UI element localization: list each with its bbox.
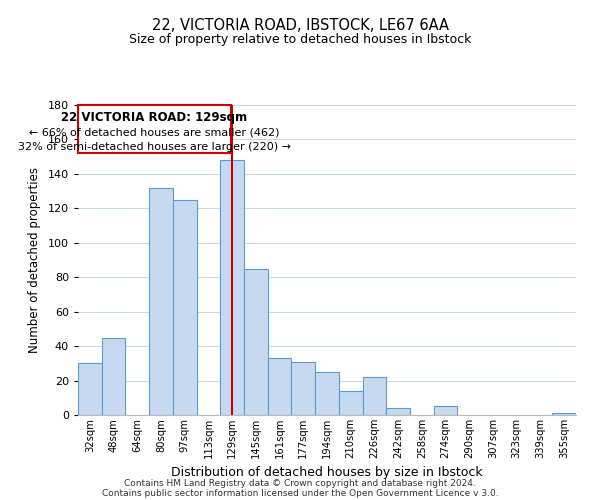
X-axis label: Distribution of detached houses by size in Ibstock: Distribution of detached houses by size … <box>171 466 483 479</box>
Text: 32% of semi-detached houses are larger (220) →: 32% of semi-detached houses are larger (… <box>18 142 291 152</box>
Text: Contains public sector information licensed under the Open Government Licence v : Contains public sector information licen… <box>101 488 499 498</box>
Bar <box>268 358 292 415</box>
Bar <box>315 372 339 415</box>
Bar <box>78 364 102 415</box>
Bar <box>173 200 197 415</box>
Bar <box>552 414 576 415</box>
Text: 22, VICTORIA ROAD, IBSTOCK, LE67 6AA: 22, VICTORIA ROAD, IBSTOCK, LE67 6AA <box>151 18 449 32</box>
FancyBboxPatch shape <box>78 105 231 153</box>
Bar <box>220 160 244 415</box>
Bar <box>102 338 125 415</box>
Bar <box>362 377 386 415</box>
Y-axis label: Number of detached properties: Number of detached properties <box>28 167 41 353</box>
Bar <box>244 268 268 415</box>
Text: Size of property relative to detached houses in Ibstock: Size of property relative to detached ho… <box>129 32 471 46</box>
Bar <box>386 408 410 415</box>
Text: 22 VICTORIA ROAD: 129sqm: 22 VICTORIA ROAD: 129sqm <box>61 110 248 124</box>
Text: ← 66% of detached houses are smaller (462): ← 66% of detached houses are smaller (46… <box>29 128 280 138</box>
Bar <box>434 406 457 415</box>
Text: Contains HM Land Registry data © Crown copyright and database right 2024.: Contains HM Land Registry data © Crown c… <box>124 478 476 488</box>
Bar <box>339 391 362 415</box>
Bar <box>292 362 315 415</box>
Bar <box>149 188 173 415</box>
